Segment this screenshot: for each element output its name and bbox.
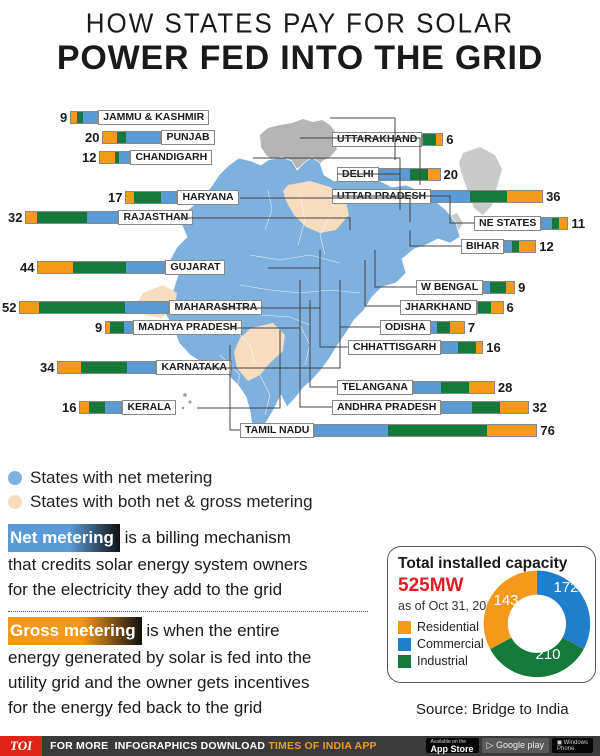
svg-text:210: 210: [535, 646, 560, 663]
svg-text:172: 172: [553, 579, 578, 596]
svg-text:143: 143: [493, 592, 518, 609]
